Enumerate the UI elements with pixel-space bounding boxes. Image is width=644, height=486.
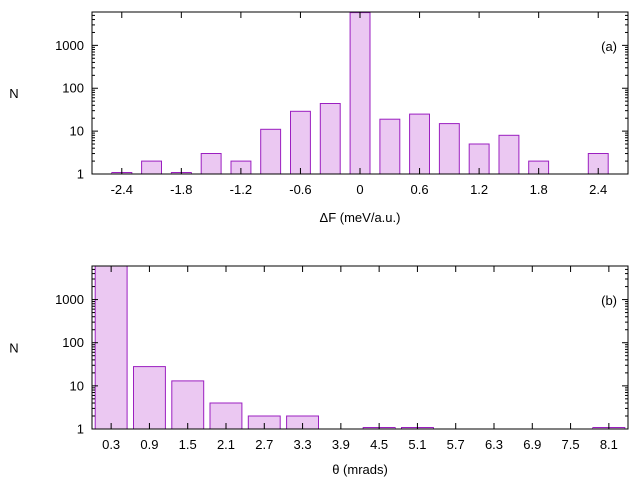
- bar: [260, 128, 282, 175]
- bar: [349, 12, 371, 175]
- x-tick-label: 1.2: [470, 182, 488, 197]
- y-axis-label: N: [9, 86, 18, 101]
- bar: [171, 380, 205, 430]
- x-tick-label: 2.7: [255, 437, 273, 452]
- bar: [141, 160, 163, 175]
- y-ticks-group: 1 10 100 1000: [55, 11, 628, 182]
- x-tick-label: -1.8: [170, 182, 192, 197]
- x-tick-label: 4.5: [370, 437, 388, 452]
- x-tick-label: 8.1: [600, 437, 618, 452]
- x-tick-label: -0.6: [289, 182, 311, 197]
- panel-label: (a): [601, 39, 617, 54]
- x-tick-label: 2.4: [589, 182, 607, 197]
- panel-b: 0.3 0.9 1.5 2.1 2.7 3.3 3.9 4.5 5.1 5.7 6.3 6.9 7.5 8…: [9, 265, 629, 477]
- x-tick-label: 1.8: [530, 182, 548, 197]
- bar: [319, 103, 341, 175]
- y-tick-label: 1000: [55, 38, 84, 53]
- panel-label: (b): [601, 293, 617, 308]
- y-ticks-group: 1 10 100 1000: [55, 265, 628, 437]
- x-tick-label: 0.9: [140, 437, 158, 452]
- bars-group: [94, 265, 626, 430]
- x-tick-label: 3.3: [294, 437, 312, 452]
- y-tick-label: 100: [62, 335, 84, 350]
- x-tick-label: 5.7: [447, 437, 465, 452]
- x-tick-label: -1.2: [230, 182, 252, 197]
- x-axis-label: θ (mrads): [332, 462, 388, 477]
- panel-a: -2.4 -1.8 -1.2 -0.6 0 0.6 1.2 1.8 2.4 1 10 100 1000…: [9, 11, 629, 225]
- plot-frame: [91, 265, 629, 430]
- bar: [200, 153, 222, 175]
- y-tick-label: 100: [62, 81, 84, 96]
- y-tick-label: 10: [70, 124, 84, 139]
- x-tick-label: -2.4: [111, 182, 133, 197]
- y-tick-label: 1: [77, 167, 84, 182]
- bar: [94, 265, 128, 430]
- x-tick-label: 7.5: [562, 437, 580, 452]
- x-tick-label: 0.3: [102, 437, 120, 452]
- x-tick-label: 2.1: [217, 437, 235, 452]
- y-axis-label: N: [9, 341, 18, 356]
- y-tick-label: 10: [70, 378, 84, 393]
- bar: [438, 123, 460, 175]
- x-tick-label: 6.3: [485, 437, 503, 452]
- x-tick-label: 1.5: [179, 437, 197, 452]
- x-tick-label: 0.6: [411, 182, 429, 197]
- x-tick-label: 6.9: [523, 437, 541, 452]
- y-tick-label: 1000: [55, 292, 84, 307]
- x-tick-label: 3.9: [332, 437, 350, 452]
- y-tick-label: 1: [77, 422, 84, 437]
- x-ticks-group: -2.4 -1.8 -1.2 -0.6 0 0.6 1.2 1.8 2.4: [111, 12, 607, 197]
- bar: [409, 113, 431, 175]
- x-ticks-group: 0.3 0.9 1.5 2.1 2.7 3.3 3.9 4.5 5.1 5.7 6.3 6.9 7.5 8…: [102, 266, 618, 452]
- bar: [379, 118, 401, 175]
- bar: [290, 110, 311, 175]
- bar: [133, 366, 166, 430]
- x-tick-label: 0: [356, 182, 363, 197]
- bar: [498, 134, 520, 175]
- bars-group: [111, 12, 609, 175]
- x-axis-label: ΔF (meV/a.u.): [320, 210, 401, 225]
- x-tick-label: 5.1: [408, 437, 426, 452]
